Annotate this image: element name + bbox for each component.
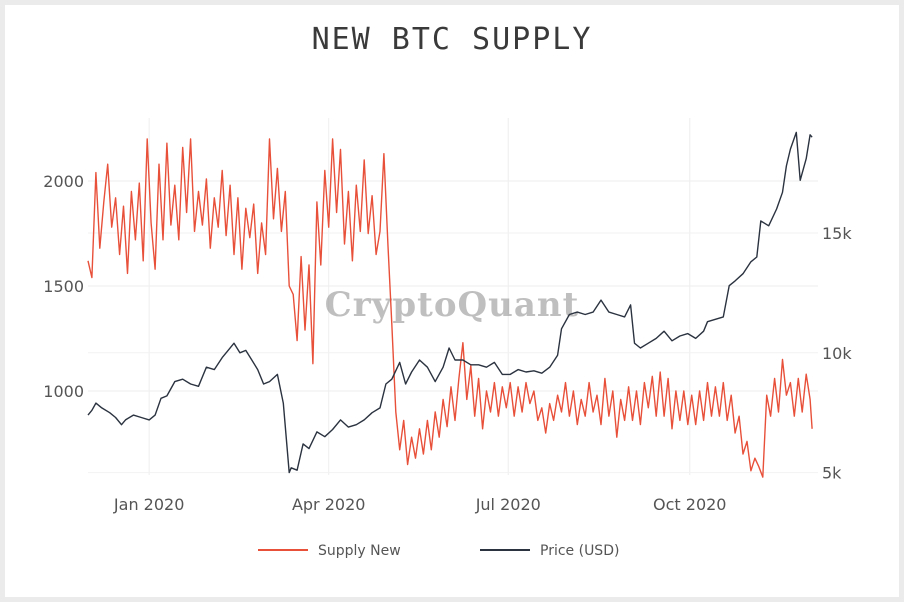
legend-label: Supply New (318, 543, 401, 559)
legend: Supply New Price (USD) (258, 543, 619, 559)
series-line-supply-new (87, 138, 813, 478)
y-axis-right: 5k 10k 15k (822, 224, 852, 483)
y-tick-right-label: 15k (822, 224, 852, 243)
x-tick-label: Oct 2020 (653, 495, 726, 514)
y-tick-right-label: 10k (822, 344, 852, 363)
chart-title: NEW BTC SUPPLY (311, 22, 593, 57)
y-axis-left: 1000 1500 2000 (43, 172, 84, 401)
y-tick-left-label: 1000 (43, 382, 84, 401)
y-tick-left-label: 1500 (43, 277, 84, 296)
series-line-price-usd (87, 131, 813, 474)
x-tick-label: Apr 2020 (292, 495, 365, 514)
series-layer (87, 131, 813, 478)
x-axis: Jan 2020 Apr 2020 Jul 2020 Oct 2020 (113, 495, 727, 514)
legend-label: Price (USD) (540, 543, 619, 559)
y-tick-right-label: 5k (822, 464, 842, 483)
x-tick-label: Jan 2020 (113, 495, 184, 514)
chart-frame (5, 5, 899, 597)
y-tick-left-label: 2000 (43, 172, 84, 191)
x-tick-label: Jul 2020 (475, 495, 541, 514)
grid (88, 118, 818, 475)
watermark: CryptoQuant (325, 285, 580, 325)
